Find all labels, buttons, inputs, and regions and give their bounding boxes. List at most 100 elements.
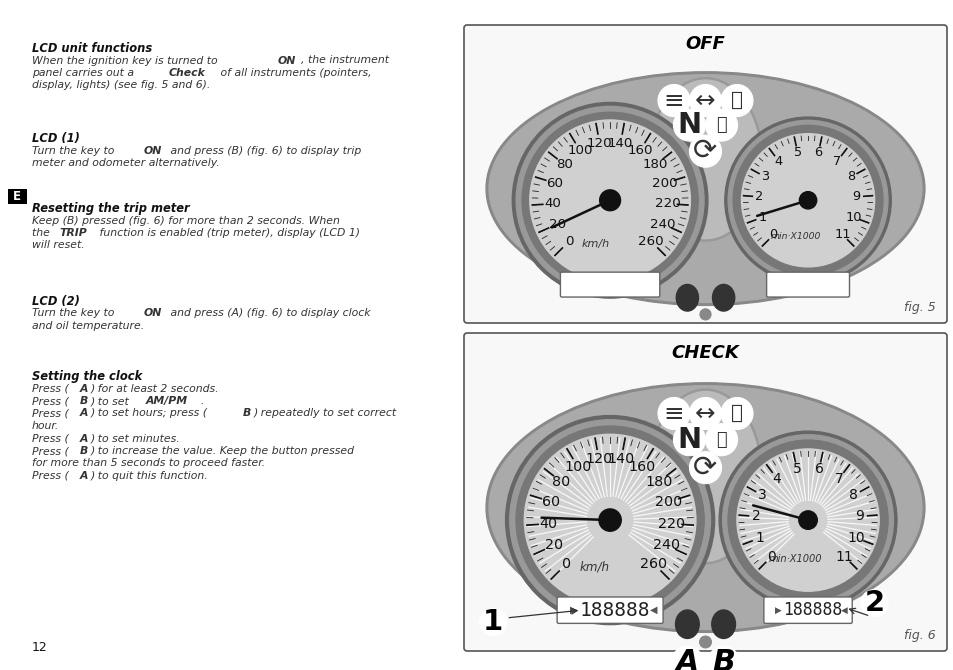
Ellipse shape bbox=[676, 285, 698, 311]
Text: N: N bbox=[677, 425, 700, 454]
FancyBboxPatch shape bbox=[559, 272, 659, 297]
Text: 80: 80 bbox=[552, 475, 570, 489]
Text: 1: 1 bbox=[482, 608, 503, 636]
FancyBboxPatch shape bbox=[463, 25, 946, 323]
Text: 4: 4 bbox=[774, 155, 782, 168]
Text: Keep (B) pressed (fig. 6) for more than 2 seconds. When: Keep (B) pressed (fig. 6) for more than … bbox=[32, 216, 339, 226]
Text: 60: 60 bbox=[541, 494, 559, 509]
Text: 🔧: 🔧 bbox=[716, 116, 726, 134]
Circle shape bbox=[740, 134, 874, 267]
Ellipse shape bbox=[711, 610, 735, 639]
Text: 140: 140 bbox=[607, 452, 634, 466]
Circle shape bbox=[658, 397, 689, 429]
Text: TRIP: TRIP bbox=[60, 228, 88, 238]
Text: ON: ON bbox=[277, 56, 295, 66]
Text: 20: 20 bbox=[544, 539, 562, 553]
Circle shape bbox=[671, 647, 702, 670]
Text: ▶: ▶ bbox=[774, 606, 781, 614]
Text: 4: 4 bbox=[772, 472, 781, 486]
Text: B: B bbox=[80, 396, 88, 406]
Text: Press (: Press ( bbox=[32, 383, 69, 393]
Circle shape bbox=[509, 419, 710, 620]
Ellipse shape bbox=[486, 72, 924, 306]
Text: ⛽: ⛽ bbox=[730, 404, 742, 423]
Text: 7: 7 bbox=[832, 155, 841, 168]
Circle shape bbox=[705, 109, 737, 141]
Text: 20: 20 bbox=[548, 218, 565, 230]
Text: ↔: ↔ bbox=[695, 88, 715, 113]
FancyBboxPatch shape bbox=[463, 333, 946, 651]
Text: 7: 7 bbox=[834, 472, 842, 486]
Text: OFF: OFF bbox=[685, 35, 724, 53]
Text: 260: 260 bbox=[638, 234, 663, 248]
Text: E: E bbox=[13, 190, 21, 203]
Text: ) to set minutes.: ) to set minutes. bbox=[91, 433, 180, 444]
Text: A: A bbox=[80, 383, 88, 393]
Text: N: N bbox=[677, 111, 700, 139]
Text: ≡: ≡ bbox=[663, 401, 683, 425]
Circle shape bbox=[598, 509, 620, 531]
Text: hour.: hour. bbox=[32, 421, 59, 431]
Text: 10: 10 bbox=[847, 531, 864, 545]
Text: display, lights) (see fig. 5 and 6).: display, lights) (see fig. 5 and 6). bbox=[32, 80, 211, 90]
Circle shape bbox=[479, 609, 506, 635]
Circle shape bbox=[529, 120, 690, 281]
Text: 0: 0 bbox=[766, 550, 775, 563]
Text: and press (B) (fig. 6) to display trip: and press (B) (fig. 6) to display trip bbox=[167, 145, 361, 155]
Text: 40: 40 bbox=[538, 517, 557, 531]
Text: 0: 0 bbox=[561, 557, 571, 571]
Circle shape bbox=[516, 107, 703, 294]
Text: 200: 200 bbox=[655, 494, 682, 509]
Circle shape bbox=[861, 590, 886, 616]
Text: 260: 260 bbox=[639, 557, 667, 571]
Text: and oil temperature.: and oil temperature. bbox=[32, 321, 144, 331]
Circle shape bbox=[521, 113, 698, 288]
Text: 240: 240 bbox=[649, 218, 675, 230]
Text: ON: ON bbox=[143, 308, 162, 318]
Text: 140: 140 bbox=[607, 137, 633, 150]
Text: Turn the key to: Turn the key to bbox=[32, 308, 118, 318]
Circle shape bbox=[673, 109, 705, 141]
Text: B: B bbox=[242, 409, 251, 419]
Circle shape bbox=[524, 434, 695, 606]
Text: ) to set: ) to set bbox=[91, 396, 132, 406]
Text: 9: 9 bbox=[852, 190, 860, 203]
Circle shape bbox=[727, 440, 887, 600]
Text: 🔧: 🔧 bbox=[716, 431, 726, 449]
Circle shape bbox=[689, 84, 720, 117]
Text: panel carries out a: panel carries out a bbox=[32, 68, 137, 78]
Text: 2: 2 bbox=[863, 589, 883, 617]
Text: LCD unit functions: LCD unit functions bbox=[32, 42, 152, 55]
Text: 188888: 188888 bbox=[579, 601, 650, 620]
Text: ON: ON bbox=[143, 145, 162, 155]
Text: 120: 120 bbox=[586, 137, 612, 150]
Text: 220: 220 bbox=[655, 197, 680, 210]
Text: 180: 180 bbox=[642, 158, 668, 171]
Ellipse shape bbox=[648, 78, 762, 241]
Text: 3: 3 bbox=[760, 170, 769, 184]
Text: km/h: km/h bbox=[579, 561, 609, 574]
Text: .: . bbox=[200, 396, 203, 406]
Text: for more than 5 seconds to proceed faster.: for more than 5 seconds to proceed faste… bbox=[32, 458, 265, 468]
Ellipse shape bbox=[648, 389, 762, 563]
Ellipse shape bbox=[486, 383, 924, 632]
Text: ⟳: ⟳ bbox=[693, 137, 717, 165]
Circle shape bbox=[799, 192, 816, 209]
Circle shape bbox=[689, 135, 720, 168]
Text: LCD (1): LCD (1) bbox=[32, 132, 80, 145]
Text: ) to set hours; press (: ) to set hours; press ( bbox=[91, 409, 208, 419]
Circle shape bbox=[720, 397, 752, 429]
Text: 0: 0 bbox=[564, 234, 573, 248]
Text: the: the bbox=[32, 228, 53, 238]
Text: ↔: ↔ bbox=[695, 401, 715, 425]
Circle shape bbox=[719, 431, 896, 609]
Ellipse shape bbox=[650, 391, 760, 561]
Text: 8: 8 bbox=[845, 170, 854, 184]
Ellipse shape bbox=[699, 636, 711, 648]
Text: meter and odometer alternatively.: meter and odometer alternatively. bbox=[32, 158, 219, 168]
Text: 2: 2 bbox=[751, 509, 760, 523]
Text: A: A bbox=[80, 471, 88, 481]
Text: LCD (2): LCD (2) bbox=[32, 295, 80, 308]
Ellipse shape bbox=[712, 285, 734, 311]
FancyBboxPatch shape bbox=[766, 272, 848, 297]
